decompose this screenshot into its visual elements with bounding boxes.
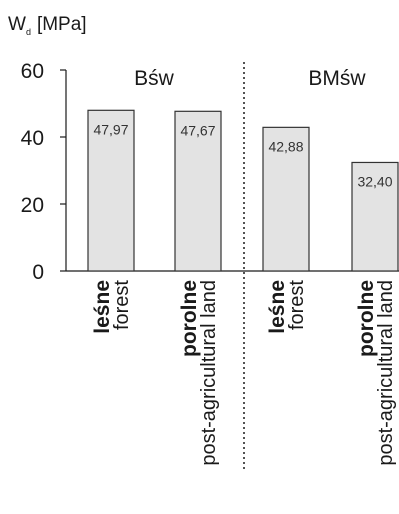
bar [87,109,135,272]
category-label-en: forest [111,280,133,330]
bar [174,110,222,272]
bar-value-label: 47,67 [180,122,215,138]
y-axis-label-subscript: d [26,27,31,37]
bar [262,126,310,272]
category-label-en: post-agricultural land [375,280,397,466]
y-tick-label: 0 [32,261,44,284]
y-tick-label: 60 [21,60,44,83]
group-label: BMśw [308,67,366,90]
category-label-pl: porolne [178,280,201,357]
bar-value-label: 32,40 [357,173,392,189]
y-axis-label: Wd [MPa] [8,14,87,37]
value-labels: 47,97 47,67 42,88 32,40 [93,121,392,189]
y-tick-label: 40 [21,127,44,150]
group-labels: Bśw BMśw [134,67,366,90]
bar-value-label: 42,88 [268,138,303,154]
group-label: Bśw [134,67,175,90]
y-axis-label-main: W [8,14,26,35]
bars [87,109,399,272]
category-label-pl: porolne [355,280,378,357]
category-label-pl: leśne [91,280,114,334]
y-ticks: 0 20 40 60 [21,60,66,284]
category-label-en: forest [286,280,308,330]
bar [351,161,399,272]
category-label-pl: leśne [266,280,289,334]
bar-value-label: 47,97 [93,121,128,137]
category-label-en: post-agricultural land [198,280,220,466]
y-axis-label-unit: [MPa] [37,14,87,35]
y-tick-label: 20 [21,194,44,217]
